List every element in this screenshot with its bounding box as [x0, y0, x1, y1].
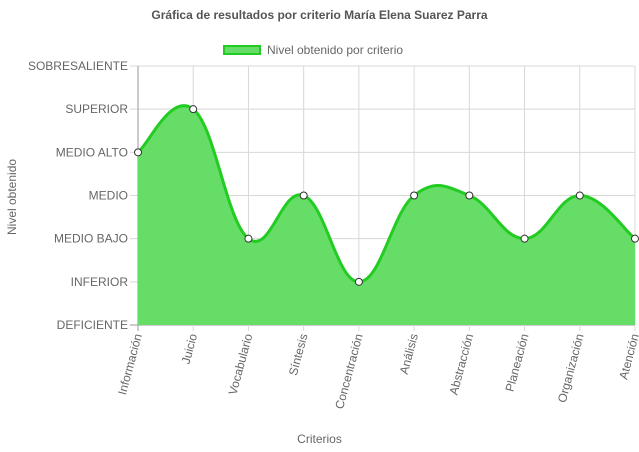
- x-tick-label: Atención: [616, 332, 639, 381]
- data-point: [134, 148, 142, 157]
- y-tick-label: INFERIOR: [71, 275, 129, 289]
- data-point: [299, 191, 308, 200]
- y-tick-label: MEDIO: [89, 189, 128, 203]
- y-tick-label: DEFICIENTE: [57, 318, 128, 332]
- data-point: [410, 191, 419, 200]
- data-point: [189, 105, 198, 114]
- x-tick-label: Abstracción: [446, 332, 476, 396]
- chart-title: Gráfica de resultados por criterio María…: [151, 8, 488, 22]
- series-line: [136, 104, 636, 284]
- data-point: [354, 277, 363, 286]
- legend-swatch: [223, 45, 261, 55]
- x-tick-label: Información: [115, 332, 145, 396]
- data-point: [465, 191, 474, 200]
- data-point: [631, 234, 639, 243]
- data-point: [575, 191, 584, 200]
- y-tick-label: MEDIO BAJO: [54, 232, 128, 246]
- legend-label: Nivel obtenido por criterio: [267, 43, 404, 57]
- x-tick-label: Concentración: [332, 332, 366, 410]
- x-tick-label: Organización: [555, 332, 587, 404]
- x-tick-label: Juicio: [179, 332, 201, 366]
- data-point: [244, 234, 253, 243]
- x-tick-label: Planeación: [503, 332, 532, 393]
- x-tick-label: Síntesis: [286, 332, 311, 377]
- x-tick-label: Vocabulario: [226, 332, 256, 397]
- y-tick-label: MEDIO ALTO: [56, 145, 128, 159]
- data-point: [520, 234, 529, 243]
- y-tick-label: SUPERIOR: [65, 102, 128, 116]
- legend[interactable]: Nivel obtenido por criterio: [223, 42, 403, 58]
- y-tick-label: SOBRESALIENTE: [28, 59, 128, 73]
- series-area: [138, 105, 635, 325]
- x-tick-label: Análisis: [397, 332, 421, 376]
- x-axis-title: Criterios: [297, 432, 342, 446]
